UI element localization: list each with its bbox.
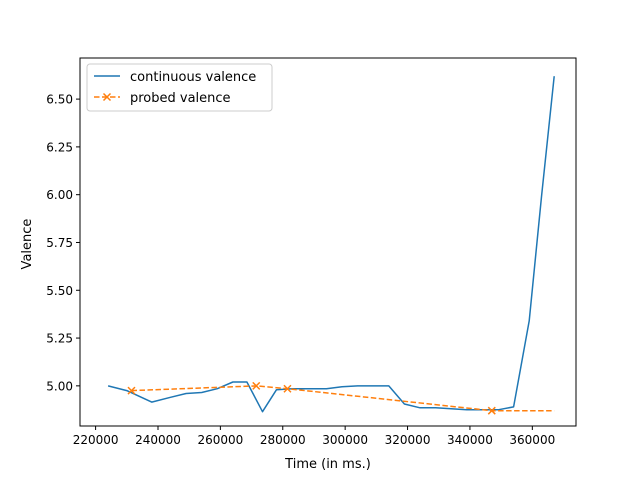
- x-tick-label: 300000: [322, 433, 368, 447]
- x-tick-label: 240000: [135, 433, 181, 447]
- y-tick-label: 5.00: [46, 379, 73, 393]
- data-point-marker: [487, 406, 496, 415]
- y-tick-label: 5.50: [46, 284, 73, 298]
- plot-area: [107, 76, 555, 415]
- x-tick-label: 260000: [197, 433, 243, 447]
- y-tick-label: 6.50: [46, 93, 73, 107]
- legend-box: [86, 63, 273, 112]
- data-point-marker: [283, 384, 292, 393]
- y-tick-label: 6.25: [46, 140, 73, 154]
- legend: continuous valence probed valence: [86, 63, 273, 112]
- x-tick-label: 360000: [509, 433, 555, 447]
- axes: 220000 240000 260000 280000 300000 320000 3400…: [46, 57, 577, 447]
- data-point-marker: [252, 381, 261, 390]
- legend-label-probed: probed valence: [130, 91, 231, 106]
- y-tick-label: 6.00: [46, 188, 73, 202]
- y-tick-label: 5.75: [46, 236, 73, 250]
- x-tick-label: 220000: [73, 433, 119, 447]
- x-tick-label: 340000: [447, 433, 493, 447]
- x-tick-label: 280000: [260, 433, 306, 447]
- x-axis-label: Time (in ms.): [284, 457, 371, 472]
- data-point-marker: [127, 386, 136, 395]
- x-tick-label: 320000: [385, 433, 431, 447]
- legend-marker-probed: [102, 92, 112, 102]
- y-tick-label: 5.25: [46, 332, 73, 346]
- legend-label-continuous: continuous valence: [130, 70, 256, 85]
- y-axis-label: Valence: [20, 219, 35, 270]
